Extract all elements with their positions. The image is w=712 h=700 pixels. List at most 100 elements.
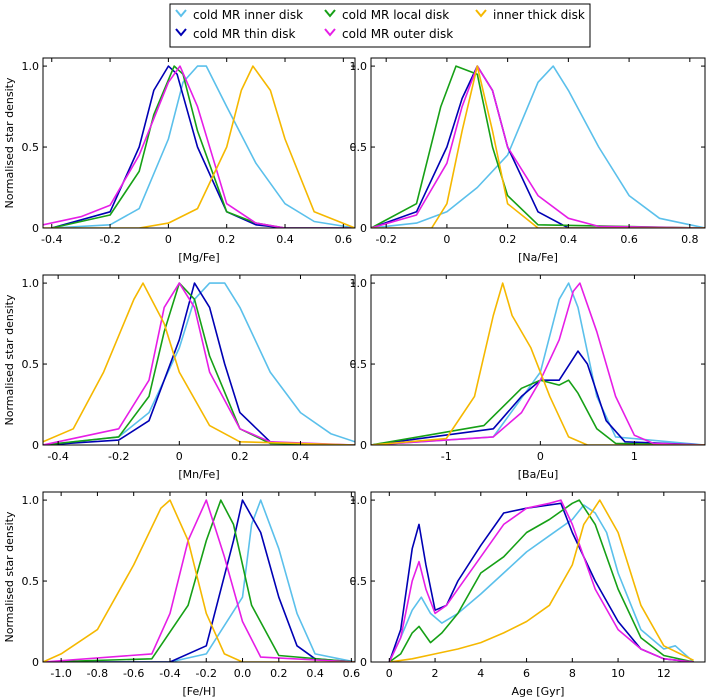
legend-item: inner thick disk (475, 8, 585, 22)
x-tick-label: 8 (569, 667, 576, 680)
plot-frame (370, 274, 706, 446)
series-line-cold-mr-inner-disk (388, 504, 695, 662)
y-tick-label: 1.0 (350, 494, 368, 507)
panel-5: -1.0 -0.8 -0.6 -0.4 -0.2 0.0 0.2 0.4 0.6 0 0.5 1.0 [… (3, 491, 361, 698)
series-line-cold-mr-outer-disk (43, 499, 355, 662)
x-tick-label: -1 (441, 450, 452, 463)
series-line-cold-mr-inner-disk (43, 282, 355, 445)
legend-label: cold MR thin disk (193, 27, 295, 41)
x-tick-label: 0 (443, 233, 450, 246)
x-tick-label: 0.6 (335, 233, 353, 246)
x-tick-label: 4 (477, 667, 484, 680)
series-line-cold-mr-thin-disk (371, 350, 705, 445)
x-tick-label: 0 (165, 233, 172, 246)
panel-1: -0.4 -0.2 0 0.2 0.4 0.6 0 0.5 1.0 [Mg/Fe] Normalis… (3, 57, 356, 264)
plot-frame (370, 491, 706, 663)
x-tick-label: 0.2 (270, 667, 288, 680)
y-tick-label: 0.5 (22, 358, 40, 371)
legend: cold MR inner disk cold MR thin disk cold … (169, 3, 591, 48)
x-tick-label: -0.4 (159, 667, 180, 680)
series-line-cold-mr-outer-disk (43, 65, 355, 228)
series-group (43, 65, 355, 228)
x-tick-label: 0.4 (276, 233, 294, 246)
series-line-cold-mr-local-disk (371, 379, 705, 445)
x-tick-label: 0.8 (681, 233, 699, 246)
legend-swatch (324, 28, 336, 37)
legend-item: cold MR local disk (324, 8, 449, 22)
y-tick-label: 1.0 (350, 60, 368, 73)
x-tick-label: 0.0 (234, 667, 252, 680)
legend-label: cold MR outer disk (342, 27, 453, 41)
series-group (43, 282, 355, 445)
x-tick-label: 0.2 (218, 233, 236, 246)
x-axis-label: [Fe/H] (182, 685, 215, 698)
y-tick-label: 0.5 (350, 358, 368, 371)
x-tick-label: 0 (386, 667, 393, 680)
series-line-cold-mr-outer-disk (371, 65, 705, 228)
x-tick-label: -0.4 (41, 233, 62, 246)
x-tick-label: 0.4 (292, 450, 310, 463)
x-tick-label: 10 (611, 667, 625, 680)
series-line-inner-thick-disk (43, 499, 355, 662)
x-axis-label: [Na/Fe] (518, 251, 558, 264)
y-tick-label: 0 (360, 222, 367, 235)
y-tick-label: 1.0 (22, 277, 40, 290)
x-tick-label: 1 (631, 450, 638, 463)
x-tick-label: 12 (657, 667, 671, 680)
series-line-cold-mr-outer-disk (371, 282, 705, 445)
series-line-inner-thick-disk (371, 65, 705, 228)
x-tick-label: 0.2 (499, 233, 517, 246)
x-tick-label: -0.2 (108, 450, 129, 463)
legend-swatch (475, 9, 487, 18)
y-tick-label: 1.0 (22, 60, 40, 73)
series-line-cold-mr-local-disk (388, 499, 694, 662)
series-line-cold-mr-local-disk (43, 282, 355, 445)
series-line-cold-mr-inner-disk (51, 65, 355, 228)
x-tick-label: -0.2 (196, 667, 217, 680)
plot-frame (42, 57, 356, 229)
panel-2: -0.2 0 0.2 0.4 0.6 0.8 0 0.5 1.0 [Na/Fe] (350, 57, 706, 264)
y-tick-label: 0.5 (350, 575, 368, 588)
series-line-cold-mr-local-disk (51, 65, 355, 228)
legend-item: cold MR thin disk (175, 27, 295, 41)
plot-frame (42, 274, 356, 446)
legend-swatch (324, 9, 336, 18)
x-tick-label: -1.0 (50, 667, 71, 680)
x-tick-label: -0.2 (375, 233, 396, 246)
y-tick-label: 0 (360, 656, 367, 669)
legend-box (169, 3, 591, 48)
series-line-cold-mr-local-disk (371, 65, 705, 228)
x-tick-label: 0.6 (620, 233, 638, 246)
y-tick-label: 0.5 (22, 141, 40, 154)
legend-item: cold MR outer disk (324, 27, 453, 41)
plot-frame (42, 491, 356, 663)
series-line-inner-thick-disk (43, 282, 355, 445)
y-tick-label: 0 (360, 439, 367, 452)
y-tick-label: 1.0 (22, 494, 40, 507)
y-tick-label: 0 (32, 439, 39, 452)
series-line-cold-mr-outer-disk (43, 282, 355, 445)
y-tick-label: 0 (32, 222, 39, 235)
series-line-cold-mr-thin-disk (43, 282, 355, 445)
legend-label: inner thick disk (493, 8, 585, 22)
x-tick-label: 0.4 (560, 233, 578, 246)
x-tick-label: 0.6 (343, 667, 361, 680)
x-tick-label: -0.2 (99, 233, 120, 246)
x-axis-label: [Ba/Eu] (518, 468, 559, 481)
series-line-cold-mr-thin-disk (51, 65, 355, 228)
y-tick-label: 0.5 (22, 575, 40, 588)
x-tick-label: -0.8 (87, 667, 108, 680)
series-line-cold-mr-local-disk (43, 499, 355, 662)
series-line-inner-thick-disk (43, 65, 355, 228)
series-group (388, 499, 695, 662)
panel-6: 0 2 4 6 8 10 12 0 0.5 1.0 Age [Gyr] (350, 491, 706, 698)
x-tick-label: 6 (523, 667, 530, 680)
x-tick-label: -0.6 (123, 667, 144, 680)
series-group (371, 65, 705, 228)
y-tick-label: 0.5 (350, 141, 368, 154)
series-line-cold-mr-thin-disk (388, 502, 694, 662)
legend-label: cold MR local disk (342, 8, 449, 22)
x-tick-label: 2 (432, 667, 439, 680)
x-tick-label: 0 (537, 450, 544, 463)
